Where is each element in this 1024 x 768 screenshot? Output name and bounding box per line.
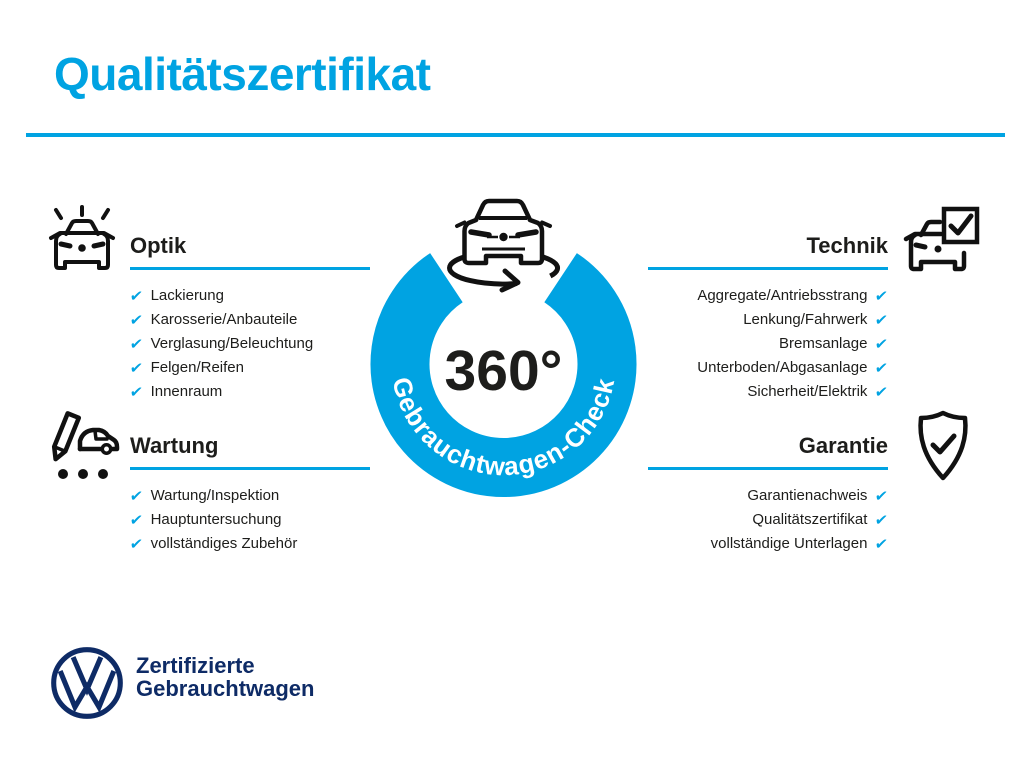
check-item-label: Aggregate/Antriebsstrang: [697, 287, 868, 304]
rotating-car-icon: [447, 198, 560, 293]
section-title: Optik: [130, 233, 187, 258]
shiny-car-icon: [49, 205, 115, 270]
section-technik: Technik Aggregate/Antriebsstrang ✔ Lenkung…: [648, 233, 889, 401]
check-item: Garantienachweis ✔: [648, 487, 889, 505]
emblem-dot: [78, 244, 86, 252]
section-title: Wartung: [130, 433, 219, 458]
ring: [370, 253, 637, 497]
checkbox-check: [948, 213, 974, 236]
checklist: Aggregate/Antriebsstrang ✔ Lenkung/Fahrwer…: [648, 287, 889, 401]
check-item-label: Unterboden/Abgasanlage: [697, 359, 868, 376]
check-item: ✔ Wartung/Inspektion: [129, 487, 370, 505]
check-item: Bremsanlage ✔: [648, 335, 889, 353]
section-title: Garantie: [798, 433, 888, 458]
headlights: [468, 229, 539, 238]
check-item-label: Sicherheit/Elektrik: [747, 383, 868, 400]
vw-logo: [51, 647, 123, 719]
check-item: ✔ Innenraum: [129, 383, 370, 401]
check-item-label: Wartung/Inspektion: [150, 487, 280, 504]
brand-line-1: Zertifizierte: [136, 653, 255, 678]
emblem-dot: [499, 232, 508, 242]
check-item-label: Lenkung/Fahrwerk: [743, 311, 868, 328]
check-item: vollständige Unterlagen ✔: [648, 535, 890, 553]
brand-text: Zertifizierte Gebrauchtwagen: [136, 654, 314, 700]
pencil-car-icon: [51, 411, 120, 479]
check-item: ✔ Verglasung/Beleuchtung: [129, 335, 370, 353]
check-item-label: vollständige Unterlagen: [710, 535, 868, 552]
check-item: ✔ vollständiges Zubehör: [129, 535, 370, 553]
section-rule: [130, 467, 370, 470]
check-item: Aggregate/Antriebsstrang ✔: [648, 287, 889, 305]
check-item-label: Garantienachweis: [747, 487, 868, 504]
check-item-label: Verglasung/Beleuchtung: [150, 335, 314, 352]
degree-label: 360°: [445, 339, 563, 403]
check-item-label: vollständiges Zubehör: [150, 535, 298, 552]
check-item: ✔ Felgen/Reifen: [129, 359, 370, 377]
rotation-arrowhead: [499, 268, 521, 293]
header-rule: [26, 133, 1005, 137]
check-item: ✔ Lackierung: [129, 287, 370, 305]
section-garantie: Garantie Garantienachweis ✔ Qualitätszerti…: [648, 433, 890, 553]
check-item: Sicherheit/Elektrik ✔: [648, 383, 889, 401]
section-rule: [648, 467, 888, 470]
section-rule: [648, 267, 888, 270]
checklist: ✔ Lackierung ✔ Karosserie/Anbauteile ✔ Vergla…: [129, 287, 370, 401]
check-item: ✔ Hauptuntersuchung: [129, 511, 370, 529]
brand-line-2: Gebrauchtwagen: [136, 676, 315, 701]
section-optik: Optik ✔ Lackierung ✔ Karosserie/Anbauteile ✔…: [129, 233, 370, 401]
check-item-label: Karosserie/Anbauteile: [150, 311, 298, 328]
section-rule: [130, 267, 370, 270]
emblem-dot: [934, 245, 942, 253]
check-item-label: Bremsanlage: [779, 335, 868, 352]
section-title: Technik: [806, 233, 888, 258]
check-item-label: Felgen/Reifen: [150, 359, 244, 376]
check-item-label: Hauptuntersuchung: [150, 511, 282, 528]
dots: [58, 469, 108, 479]
check-item: Lenkung/Fahrwerk ✔: [648, 311, 889, 329]
check-item: Unterboden/Abgasanlage ✔: [648, 359, 889, 377]
check-item-label: Lackierung: [150, 287, 224, 304]
shield-check: [930, 433, 957, 455]
check-item-label: Innenraum: [150, 383, 223, 400]
check-item: ✔ Karosserie/Anbauteile: [129, 311, 370, 329]
check-item: Qualitätszertifikat ✔: [648, 511, 889, 529]
checklist: ✔ Wartung/Inspektion ✔ Hauptuntersuchung ✔ vo…: [129, 487, 370, 553]
shield-check-icon: [918, 410, 968, 481]
page-title: Qualitätszertifikat: [54, 48, 431, 100]
check-item-label: Qualitätszertifikat: [752, 511, 868, 528]
checklist: Garantienachweis ✔ Qualitätszertifikat ✔ vol…: [648, 487, 890, 553]
car-checkbox-icon: [903, 206, 980, 272]
section-wartung: Wartung ✔ Wartung/Inspektion ✔ Hauptuntersu…: [129, 433, 370, 553]
